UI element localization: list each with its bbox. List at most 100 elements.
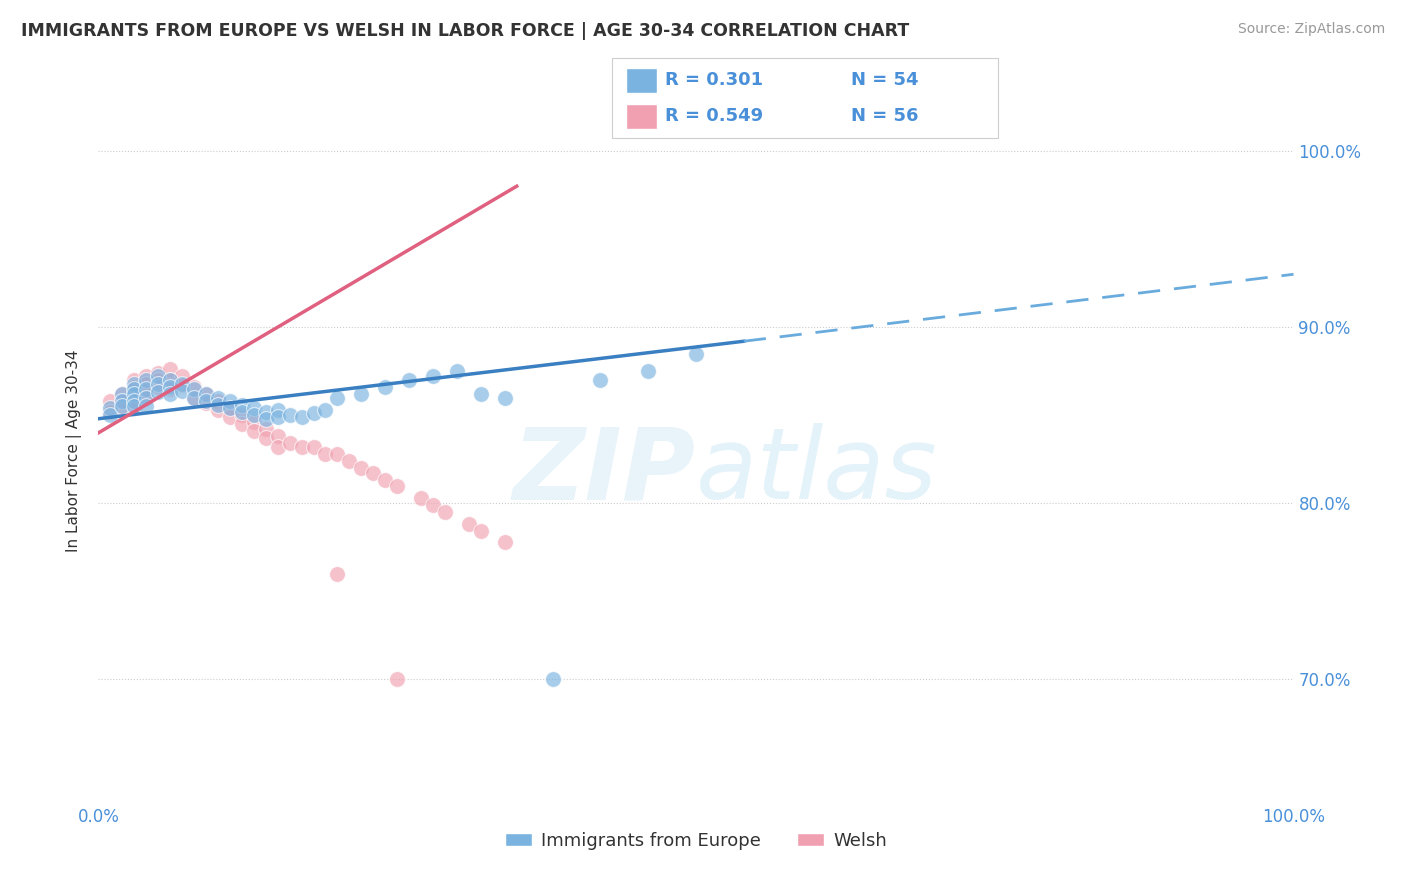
Point (219, 409, 242, 424)
Point (243, 424, 266, 438)
Point (124, 400, 146, 414)
Point (434, 505, 457, 519)
Point (207, 391, 229, 405)
Point (267, 429, 290, 443)
Point (124, 387, 146, 401)
Point (243, 409, 266, 423)
Point (374, 474, 396, 488)
Point (124, 387, 146, 401)
Point (98, 405, 122, 419)
Point (98, 394, 122, 409)
Point (302, 407, 325, 421)
Point (446, 364, 468, 378)
Point (458, 517, 481, 532)
Point (350, 387, 373, 401)
Point (159, 382, 181, 396)
Point (278, 436, 301, 450)
Point (326, 391, 349, 405)
Point (159, 387, 181, 401)
Point (541, 673, 564, 687)
Point (124, 394, 146, 409)
Point (135, 400, 157, 414)
Point (98, 401, 122, 416)
Point (124, 376, 146, 391)
Point (172, 369, 194, 384)
Point (111, 394, 134, 409)
Point (135, 382, 157, 396)
Point (195, 396, 218, 410)
Point (148, 380, 170, 394)
Point (98, 409, 122, 423)
Point (231, 417, 253, 431)
Point (148, 369, 170, 384)
Point (374, 380, 396, 394)
Point (111, 394, 134, 409)
Legend: Immigrants from Europe, Welsh: Immigrants from Europe, Welsh (498, 825, 894, 857)
Point (111, 400, 134, 414)
Point (254, 405, 277, 419)
Point (135, 376, 157, 391)
Text: IMMIGRANTS FROM EUROPE VS WELSH IN LABOR FORCE | AGE 30-34 CORRELATION CHART: IMMIGRANTS FROM EUROPE VS WELSH IN LABOR… (21, 22, 910, 40)
Point (135, 391, 157, 405)
Point (135, 391, 157, 405)
Point (135, 384, 157, 398)
Text: R = 0.301: R = 0.301 (665, 71, 763, 89)
Point (124, 380, 146, 394)
Point (231, 405, 253, 419)
Point (195, 394, 218, 409)
Point (243, 415, 266, 429)
Point (219, 401, 242, 416)
Point (302, 440, 325, 454)
Point (350, 461, 373, 475)
Point (494, 535, 516, 549)
Point (135, 373, 157, 387)
Point (124, 382, 146, 396)
Point (363, 467, 385, 481)
Point (470, 524, 492, 539)
Point (385, 673, 409, 687)
Point (254, 431, 277, 445)
Point (278, 409, 301, 423)
Point (207, 398, 229, 412)
Point (195, 387, 218, 401)
Point (315, 447, 337, 461)
Point (159, 380, 181, 394)
Point (172, 384, 194, 398)
Point (231, 398, 253, 412)
Point (315, 403, 337, 417)
Point (148, 366, 170, 380)
Point (207, 403, 229, 417)
Point (207, 394, 229, 409)
Text: atlas: atlas (696, 423, 938, 520)
Point (135, 369, 157, 384)
Point (254, 422, 277, 436)
Point (326, 447, 349, 461)
Point (219, 401, 242, 416)
Point (124, 401, 146, 416)
Point (422, 498, 444, 512)
Point (172, 376, 194, 391)
Point (385, 478, 409, 492)
Point (148, 376, 170, 391)
Point (159, 373, 181, 387)
Point (411, 491, 433, 505)
Point (326, 566, 349, 581)
Point (159, 362, 181, 376)
Text: ZIP: ZIP (513, 423, 696, 520)
Point (148, 373, 170, 387)
Point (291, 440, 314, 454)
Point (254, 411, 277, 425)
Point (398, 373, 420, 387)
Point (267, 440, 290, 454)
Point (159, 373, 181, 387)
Text: Source: ZipAtlas.com: Source: ZipAtlas.com (1237, 22, 1385, 37)
Point (589, 373, 612, 387)
Point (172, 378, 194, 392)
Point (291, 409, 314, 424)
Point (231, 409, 253, 423)
Y-axis label: In Labor Force | Age 30-34: In Labor Force | Age 30-34 (66, 349, 83, 552)
Text: R = 0.549: R = 0.549 (665, 107, 763, 125)
Point (183, 391, 205, 405)
Point (422, 369, 444, 384)
Point (111, 387, 134, 401)
